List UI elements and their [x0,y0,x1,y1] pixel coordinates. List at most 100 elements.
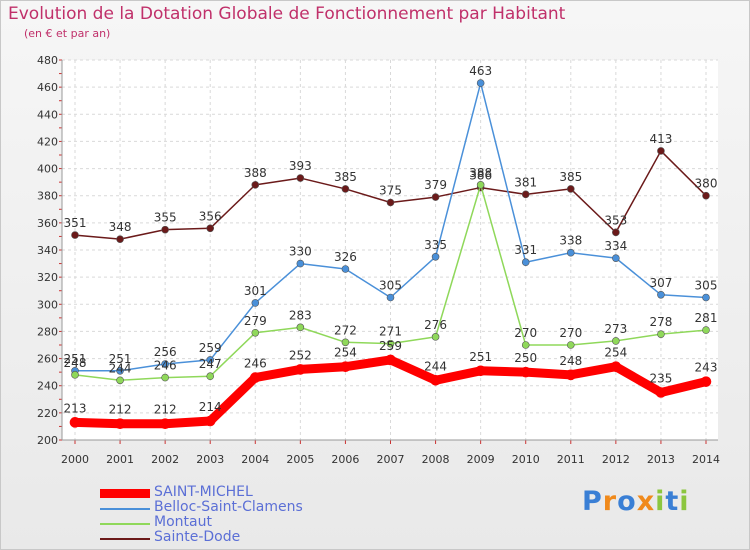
y-tick-label: 220 [37,407,58,420]
data-label-saint-michel: 244 [424,359,447,373]
data-label-sainte-dode: 356 [199,209,222,223]
data-label-sainte-dode: 386 [469,169,492,183]
logo-letter: o [617,486,637,517]
data-point-saint-michel [520,366,532,378]
data-point-sainte-dode [612,228,620,237]
x-tick-label: 2002 [151,453,179,466]
data-point-saint-michel [69,417,81,428]
data-point-belloc-saint-clamens [341,265,350,273]
data-label-montaut: 283 [289,308,312,322]
data-label-belloc-saint-clamens: 251 [109,352,132,366]
data-point-belloc-saint-clamens [206,356,215,364]
data-label-belloc-saint-clamens: 307 [649,276,672,290]
data-point-sainte-dode [161,225,169,234]
data-point-saint-michel [475,365,486,377]
x-tick-label: 2007 [377,453,405,466]
data-point-belloc-saint-clamens [476,79,485,87]
data-label-saint-michel: 254 [334,346,357,360]
data-point-sainte-dode [431,193,440,201]
data-label-saint-michel: 212 [109,403,132,417]
data-label-belloc-saint-clamens: 251 [64,352,87,366]
data-label-sainte-dode: 385 [559,170,582,184]
data-point-belloc-saint-clamens [116,366,124,375]
y-tick-label: 320 [37,271,58,284]
data-label-sainte-dode: 388 [244,166,267,180]
data-label-montaut: 247 [199,357,222,371]
data-point-sainte-dode [296,174,305,182]
data-label-saint-michel: 251 [469,350,492,364]
data-label-belloc-saint-clamens: 259 [199,341,222,355]
y-tick-label: 380 [37,190,58,203]
data-label-saint-michel: 212 [154,403,177,417]
data-point-montaut [566,341,575,349]
legend-swatch-sainte-dode [100,538,150,540]
y-tick-label: 240 [37,380,58,393]
data-point-montaut [206,372,215,381]
y-tick-label: 480 [37,54,58,67]
data-label-montaut: 270 [514,326,537,340]
data-label-belloc-saint-clamens: 331 [514,243,537,257]
data-point-saint-michel [249,372,261,383]
logo-letter: i [679,486,690,517]
data-point-montaut [161,373,169,382]
data-point-belloc-saint-clamens [566,248,575,257]
x-tick-label: 2003 [196,453,224,466]
data-label-belloc-saint-clamens: 301 [244,284,267,298]
data-label-montaut: 273 [604,322,627,336]
legend-label-saint-michel: SAINT-MICHEL [154,484,253,500]
data-label-saint-michel: 254 [604,346,627,360]
data-point-belloc-saint-clamens [657,290,665,299]
data-point-montaut [702,326,710,334]
legend-swatch-saint-michel [100,489,150,498]
x-tick-label: 2004 [241,453,269,466]
legend-swatch-montaut [100,523,150,525]
data-label-saint-michel: 235 [649,372,672,386]
data-label-saint-michel: 248 [559,354,582,368]
data-label-sainte-dode: 353 [604,213,627,227]
data-label-saint-michel: 243 [695,361,718,375]
x-tick-label: 2012 [602,453,630,466]
y-tick-label: 280 [37,325,58,338]
proxiti-logo: Proxiti [582,486,690,517]
data-label-sainte-dode: 380 [695,177,718,191]
data-point-montaut [431,333,440,341]
x-tick-label: 2013 [647,453,675,466]
x-tick-label: 2011 [557,453,585,466]
data-label-sainte-dode: 351 [64,216,87,230]
x-tick-label: 2014 [692,453,720,466]
y-tick-label: 200 [37,434,58,447]
data-label-saint-michel: 213 [64,401,87,415]
data-point-saint-michel [295,364,306,375]
data-point-sainte-dode [521,190,530,199]
data-label-belloc-saint-clamens: 305 [379,279,402,293]
data-label-belloc-saint-clamens: 326 [334,250,357,264]
x-tick-label: 2008 [422,453,450,466]
data-point-saint-michel [610,361,622,373]
data-label-belloc-saint-clamens: 463 [469,64,492,78]
data-label-montaut: 271 [379,325,402,339]
y-tick-label: 420 [37,135,58,148]
data-label-saint-michel: 214 [199,400,222,414]
data-point-sainte-dode [251,181,260,189]
data-point-saint-michel [430,374,441,386]
data-point-sainte-dode [386,198,395,207]
data-point-montaut [116,376,124,385]
x-tick-label: 2000 [61,453,89,466]
data-point-belloc-saint-clamens [251,299,260,307]
x-tick-label: 2005 [286,453,314,466]
data-point-belloc-saint-clamens [702,293,710,302]
y-tick-label: 440 [37,108,58,121]
data-label-saint-michel: 259 [379,339,402,353]
data-point-montaut [296,323,305,332]
data-point-montaut [251,328,260,337]
data-label-montaut: 279 [244,314,267,328]
data-label-saint-michel: 250 [514,351,537,365]
data-point-sainte-dode [71,231,79,239]
data-label-montaut: 270 [559,326,582,340]
data-point-saint-michel [114,418,126,430]
chart-subtitle: (en € et par an) [24,27,111,40]
logo-letter: x [636,486,656,517]
data-point-sainte-dode [702,191,710,200]
data-label-sainte-dode: 413 [649,132,672,146]
chart-title: Evolution de la Dotation Globale de Fonc… [8,4,566,24]
